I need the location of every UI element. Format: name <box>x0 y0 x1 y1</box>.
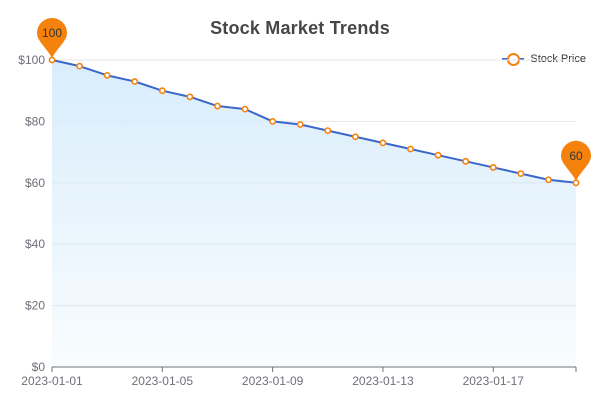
chart-title: Stock Market Trends <box>210 18 390 38</box>
data-point <box>241 105 249 113</box>
marker-pin: 100 <box>37 18 67 58</box>
y-tick-label: $100 <box>18 53 45 67</box>
x-tick-label: 2023-01-01 <box>21 374 83 388</box>
x-tick-label: 2023-01-05 <box>132 374 194 388</box>
data-point <box>131 78 139 85</box>
data-point <box>379 139 387 147</box>
marker-pin: 60 <box>561 140 591 181</box>
data-point <box>545 176 552 184</box>
x-tick-label: 2023-01-13 <box>352 374 414 388</box>
data-point <box>214 102 221 110</box>
y-tick-label: $0 <box>32 360 46 374</box>
y-tick-label: $40 <box>25 237 45 251</box>
data-point <box>76 62 83 70</box>
data-point <box>572 179 580 187</box>
marker-shape <box>561 140 591 181</box>
legend-label: Stock Price <box>530 53 586 65</box>
y-tick-label: $80 <box>25 114 45 128</box>
data-point <box>434 151 442 159</box>
x-tick-label: 2023-01-17 <box>463 374 525 388</box>
x-tick-label: 2023-01-09 <box>242 374 304 388</box>
data-point <box>158 87 166 95</box>
data-point <box>186 93 194 101</box>
data-point <box>269 118 277 125</box>
data-point <box>103 71 111 79</box>
data-point <box>48 56 56 64</box>
data-point <box>296 121 304 128</box>
data-point <box>351 133 359 141</box>
data-point <box>407 145 414 153</box>
marker-label: 100 <box>42 26 62 40</box>
y-tick-label: $20 <box>25 299 45 313</box>
area-fill <box>52 60 576 367</box>
data-point <box>324 127 332 135</box>
y-tick-label: $60 <box>25 176 45 190</box>
marker-shape <box>37 18 67 58</box>
data-point <box>462 157 470 165</box>
data-point <box>489 164 497 171</box>
series-line <box>51 59 577 184</box>
data-point <box>517 170 525 177</box>
marker-label: 60 <box>569 149 583 163</box>
